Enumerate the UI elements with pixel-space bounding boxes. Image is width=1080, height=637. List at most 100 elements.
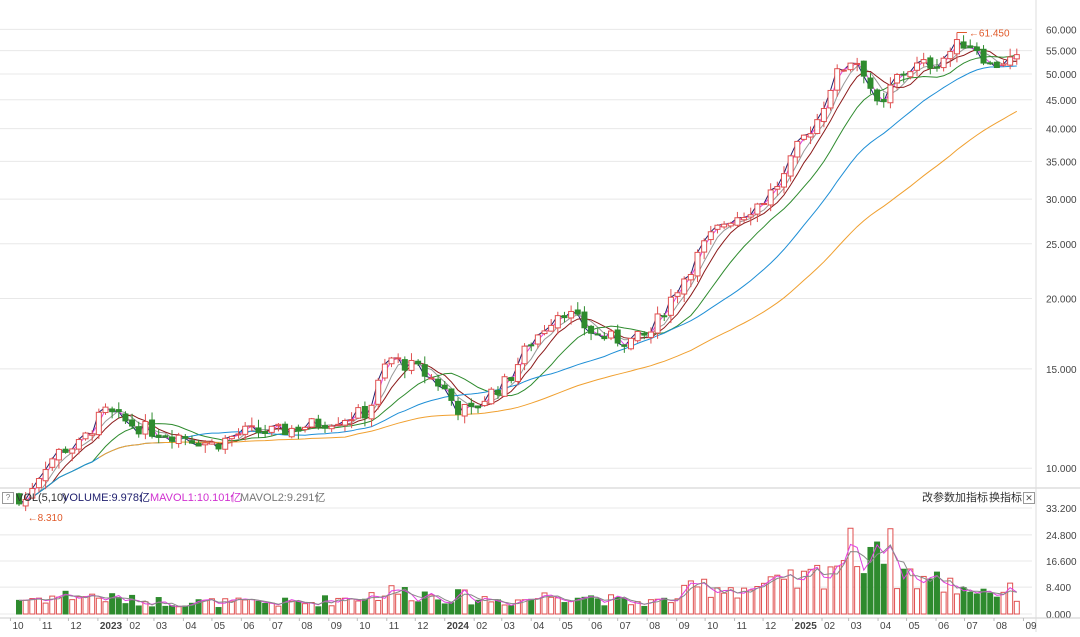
candle: [907, 71, 914, 78]
x-tick-label: 12: [417, 621, 429, 632]
candle: [667, 296, 674, 316]
volume-bar: [95, 597, 102, 615]
volume-bar: [202, 599, 209, 615]
volume-bar: [415, 601, 422, 615]
volume-bar: [275, 605, 282, 615]
volume-bar: [701, 578, 708, 615]
candle: [268, 425, 275, 433]
candle: [341, 420, 348, 426]
volume-bar: [315, 606, 322, 615]
candle: [614, 329, 621, 344]
volume-bar: [741, 587, 748, 615]
volume-bar: [228, 600, 235, 615]
candle: [208, 441, 215, 445]
volume-bar: [694, 586, 701, 615]
candle: [448, 388, 455, 401]
candle: [973, 46, 980, 52]
volume-bar: [49, 595, 56, 615]
candle: [421, 364, 428, 377]
candle: [854, 62, 861, 65]
switch-indicator-button[interactable]: 换指标: [989, 492, 1022, 504]
candle: [814, 119, 821, 134]
candle: [534, 334, 541, 345]
add-indicator-button[interactable]: 加指标: [955, 492, 988, 504]
price-tick-label: 55.000: [1046, 47, 1077, 58]
volume-bar: [441, 603, 448, 615]
x-tick-label: 2025: [795, 621, 818, 632]
x-tick-label: 10: [12, 621, 24, 632]
volume-bar: [854, 566, 861, 615]
candle: [368, 404, 375, 420]
candle: [834, 68, 841, 91]
volume-bar: [767, 576, 774, 615]
change-params-button[interactable]: 改参数: [922, 492, 955, 504]
candle: [654, 313, 661, 334]
volume-bar: [494, 599, 501, 615]
volume-bar: [827, 566, 834, 615]
volume-bar: [887, 528, 894, 615]
volume-bar: [335, 597, 342, 615]
candle: [840, 69, 847, 72]
volume-bar: [55, 596, 62, 615]
candle: [501, 376, 508, 397]
candle: [687, 273, 694, 281]
volume-bar: [188, 602, 195, 615]
volume-bar: [880, 563, 887, 615]
candle: [953, 39, 960, 55]
candle: [182, 436, 189, 439]
x-tick-label: 09: [331, 621, 343, 632]
price-tick-label: 10.000: [1046, 464, 1077, 475]
candle: [681, 278, 688, 295]
volume-bar: [574, 597, 581, 615]
candle: [933, 66, 940, 69]
x-tick-label: 03: [851, 621, 863, 632]
volume-bar: [601, 605, 608, 615]
mavol1-value: MAVOL1:10.101亿: [150, 492, 242, 504]
volume-tick-label: 24.800: [1046, 531, 1077, 542]
candle: [780, 173, 787, 188]
candle: [874, 89, 881, 102]
candle: [860, 60, 867, 77]
candle: [321, 425, 328, 429]
volume-bar: [681, 584, 688, 615]
volume-bar: [268, 602, 275, 615]
candle: [707, 231, 714, 241]
candle: [22, 498, 29, 507]
candle: [548, 324, 555, 332]
volume-bar: [541, 592, 548, 615]
high-annotation: ←61.450: [969, 29, 1010, 40]
x-tick-label: 10: [359, 621, 371, 632]
volume-bar: [614, 597, 621, 615]
price-tick-label: 25.000: [1046, 240, 1077, 251]
volume-bar: [920, 575, 927, 615]
volume-bar: [295, 601, 302, 615]
volume-bar: [142, 601, 149, 615]
candle: [494, 389, 501, 395]
candle: [162, 435, 169, 438]
candle: [621, 344, 628, 347]
candle: [295, 426, 302, 432]
candle: [275, 423, 282, 427]
help-icon[interactable]: ?: [2, 492, 14, 504]
vol-indicator-label: VOL(5,10): [16, 492, 67, 504]
price-tick-label: 35.000: [1046, 157, 1077, 168]
x-tick-label: 07: [620, 621, 632, 632]
candle: [661, 315, 668, 318]
candle: [787, 155, 794, 177]
candle: [375, 379, 382, 405]
volume-bar: [1013, 600, 1020, 615]
candle: [608, 330, 615, 339]
candle: [721, 223, 728, 228]
volume-bar: [608, 594, 615, 615]
close-icon[interactable]: ✕: [1023, 492, 1035, 504]
volume-bar: [421, 591, 428, 615]
candle: [734, 217, 741, 226]
volume-bar: [847, 527, 854, 615]
mavol2-line: [18, 544, 1017, 607]
candle: [474, 405, 481, 409]
volume-bar: [448, 602, 455, 615]
volume-bar: [820, 588, 827, 615]
candle: [581, 311, 588, 329]
